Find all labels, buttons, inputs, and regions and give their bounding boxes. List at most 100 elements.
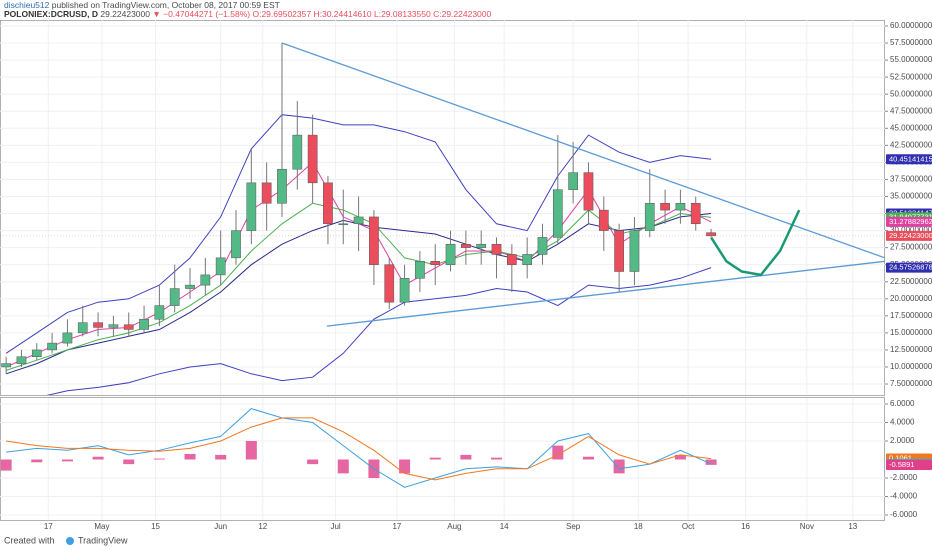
x-tick-label: 17 [392,522,401,531]
candle-body [77,322,88,334]
header-line: dischieu512 published on TradingView.com… [4,0,280,10]
candle-body [644,203,655,231]
candle-body [476,243,487,248]
x-tick-label: Jun [214,522,227,531]
histogram-bar [460,454,472,460]
y-tick-label: 30.00000000 [890,226,932,235]
y-tick-label: 50.00000000 [890,89,932,98]
symbol: POLONIEX:DCRUSD, D [4,9,98,19]
candle-body [430,261,441,265]
histogram-bar [705,459,717,465]
candle-body [139,318,149,330]
candle-body [338,223,349,226]
y-tick-label: 37.50000000 [890,175,932,184]
y-tick-label: 2.0000 [890,436,915,445]
candle-body [123,324,134,330]
candle-body [415,261,425,279]
close: C:29.22423000 [433,9,491,19]
y-tick-label: 15.00000000 [890,328,932,337]
candle-body [537,237,548,255]
candle-body [522,254,533,265]
x-tick-label: 17 [44,522,53,531]
trend-drawing [326,260,885,327]
candle-body [246,182,257,231]
y-tick-label: 35.00000000 [890,192,932,201]
price-badge [886,262,932,273]
histogram-bar [399,459,411,474]
logo [66,537,74,545]
price-badge [886,230,932,241]
candle-body [461,243,471,248]
y-tick-label: 4.0000 [890,418,915,427]
open: O:29.69502357 [252,9,311,19]
x-tick-label: May [94,522,109,531]
candle-body [292,134,303,170]
main-pane [0,20,885,396]
y-tick-label: 42.50000000 [890,140,932,149]
y-tick-label: 22.50000000 [890,277,932,286]
price-badge [886,459,932,470]
y-tick-label: 20.00000000 [890,294,932,303]
candle-body [215,257,226,276]
candle-body [399,278,410,303]
histogram-bar [61,459,73,462]
y-tick-label: 27.50000000 [890,243,932,252]
candle-body [261,182,272,204]
candle-body [690,203,701,225]
histogram-bar [153,458,165,460]
candle-body [323,182,333,225]
macd-line [6,417,712,481]
y-tick-label: 47.50000000 [890,106,932,115]
histogram-bar [92,456,104,460]
histogram-bar [429,457,441,460]
price-badge [886,216,932,227]
x-tick-label: 18 [634,522,643,531]
x-tick-label: 14 [500,522,509,531]
published: published on TradingView.com, October 08… [52,0,280,10]
x-tick-label: 13 [848,522,857,531]
candle-body [598,209,609,231]
candle-body [200,274,211,286]
main-plot [0,20,885,395]
histogram-bar [582,456,594,460]
author[interactable]: dischieu512 [4,0,50,10]
candle-body [445,243,456,265]
trend-drawing [710,209,801,277]
candle-body [93,322,103,328]
candle-body [583,172,594,211]
candle-body [706,232,716,237]
candle-body [62,332,73,344]
x-tick-label: 12 [258,522,267,531]
histogram-bar [552,445,564,460]
candle-body [353,216,364,225]
candle-body [675,203,686,211]
histogram-bar [123,459,135,465]
histogram-bar [31,459,43,463]
histogram-bar [184,453,196,460]
candle-body [16,356,27,364]
candle-body [384,264,395,303]
y-tick-label: 12.50000000 [890,345,932,354]
y-tick-label: -6.0000 [890,510,918,519]
price-badge-label: 29.22423000 [889,231,932,240]
x-tick-label: 15 [151,522,160,531]
y-tick-label: 55.00000000 [890,55,932,64]
histogram-bar [0,459,12,471]
x-tick-label: Jul [330,522,340,531]
candle-body [1,363,11,368]
y-tick-label: 17.50000000 [890,311,932,320]
price-badge-label: 0.1061 [889,454,912,463]
x-tick-label: Sep [566,522,581,531]
indicator-line [5,114,712,354]
candle-body [31,349,42,357]
symbol-line: POLONIEX:DCRUSD, D 29.22423000 ▼ −0.4704… [4,9,492,19]
y-tick-label: 10.00000000 [890,362,932,371]
histogram-bar [491,457,503,460]
y-tick-label: 60.00000000 [890,21,932,30]
footer-brand[interactable]: TradingView [78,535,128,545]
candle-body [169,288,180,306]
price-badge-label: -0.5891 [889,460,914,469]
y-tick-label: 57.50000000 [890,38,932,47]
candle-body [277,168,287,204]
